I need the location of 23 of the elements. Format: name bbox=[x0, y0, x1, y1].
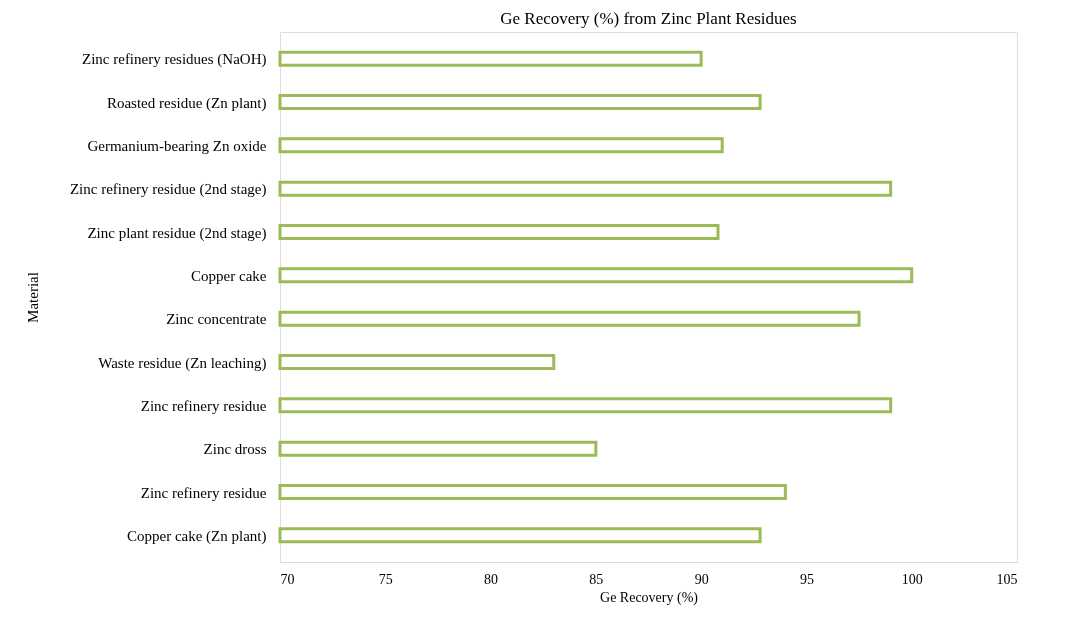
y-tick-label: Zinc concentrate bbox=[166, 311, 267, 328]
y-tick-label: Zinc refinery residue bbox=[140, 484, 267, 501]
y-tick-label: Zinc refinery residue bbox=[140, 397, 267, 414]
y-tick-label: Waste residue (Zn leaching) bbox=[98, 354, 267, 372]
chart-title: Ge Recovery (%) from Zinc Plant Residues bbox=[500, 9, 797, 28]
y-tick-label: Roasted residue (Zn plant) bbox=[106, 94, 267, 112]
y-tick-label: Copper cake (Zn plant) bbox=[126, 527, 267, 545]
y-axis-title: Material bbox=[24, 272, 41, 323]
x-tick-label: 90 bbox=[694, 571, 709, 587]
y-tick-label: Zinc refinery residue (2nd stage) bbox=[69, 181, 267, 199]
x-tick-label: 95 bbox=[799, 571, 814, 587]
x-tick-label: 105 bbox=[996, 571, 1018, 587]
x-tick-label: 85 bbox=[589, 571, 604, 587]
y-tick-label: Zinc plant residue (2nd stage) bbox=[87, 224, 267, 242]
y-tick-label: Zinc dross bbox=[203, 441, 267, 458]
x-tick-label: 70 bbox=[280, 571, 295, 587]
y-tick-label: Copper cake bbox=[191, 267, 267, 284]
y-tick-label: Zinc refinery residues (NaOH) bbox=[81, 51, 267, 69]
y-tick-label: Germanium-bearing Zn oxide bbox=[87, 137, 267, 154]
x-tick-label: 100 bbox=[901, 571, 923, 587]
x-tick-label: 75 bbox=[378, 571, 393, 587]
x-tick-label: 80 bbox=[484, 571, 499, 587]
x-axis-title: Ge Recovery (%) bbox=[600, 589, 699, 606]
